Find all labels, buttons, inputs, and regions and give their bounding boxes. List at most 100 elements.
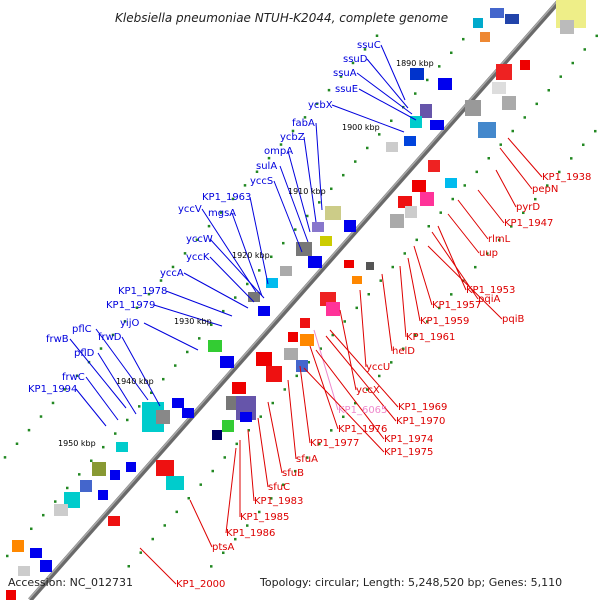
tick-dot	[319, 347, 322, 350]
gene-label-ssuA[interactable]: ssuA	[333, 68, 357, 79]
tick-dot	[162, 377, 165, 381]
gene-label-KP1_1985[interactable]: KP1_1985	[240, 512, 289, 523]
tick-dots	[3, 34, 598, 568]
gene-label-ycbZ[interactable]: ycbZ	[280, 132, 305, 143]
gene-label-sulA[interactable]: sulA	[256, 161, 277, 172]
gene-label-KP1_1977[interactable]: KP1_1977	[310, 438, 359, 449]
gene-label-KP1_1969[interactable]: KP1_1969	[398, 402, 447, 413]
gene-label-KP1_1976[interactable]: KP1_1976	[338, 424, 387, 435]
tick-dot	[415, 238, 418, 242]
gene-label-ptsA[interactable]: ptsA	[212, 542, 234, 553]
gene-feature-glyph	[492, 82, 506, 94]
gene-label-KP1_1938[interactable]: KP1_1938	[542, 172, 591, 183]
gene-feature-glyph	[12, 540, 24, 552]
gene-label-rlmL[interactable]: rlmL	[488, 234, 511, 245]
gene-label-pepN[interactable]: pepN	[532, 184, 558, 195]
tick-dot	[403, 252, 406, 255]
gene-label-KP1_1974[interactable]: KP1_1974	[384, 434, 433, 445]
gene-label-KP1_1961[interactable]: KP1_1961	[406, 332, 455, 343]
tick-dot	[223, 456, 226, 459]
gene-label-KP1_1963[interactable]: KP1_1963	[202, 192, 251, 203]
gene-label-mgsA[interactable]: mgsA	[208, 208, 236, 219]
gene-label-yccX[interactable]: yccX	[356, 385, 380, 396]
gene-label-frwC[interactable]: frwC	[62, 372, 85, 383]
gene-label-yccA[interactable]: yccA	[160, 268, 184, 279]
gene-feature-glyph	[266, 278, 278, 288]
gene-label-ssuC[interactable]: ssuC	[357, 40, 381, 51]
tick-dot	[594, 129, 597, 133]
gene-label-KP1_1970[interactable]: KP1_1970	[396, 416, 445, 427]
gene-label-KP1_1975[interactable]: KP1_1975	[384, 447, 433, 458]
tick-dot	[510, 225, 513, 228]
gene-label-ssuD[interactable]: ssuD	[343, 54, 368, 65]
gene-label-uup[interactable]: uup	[479, 248, 498, 259]
tick-dot	[390, 361, 393, 364]
gene-feature-glyph	[478, 122, 496, 138]
tick-dot	[474, 265, 477, 269]
gene-label-KP1_1994[interactable]: KP1_1994	[28, 384, 77, 395]
gene-label-pflD[interactable]: pflD	[74, 348, 95, 359]
tick-dot	[90, 459, 93, 463]
gene-label-helD[interactable]: helD	[392, 346, 415, 357]
gene-label-KP1_1986[interactable]: KP1_1986	[226, 528, 275, 539]
gene-feature-glyph	[398, 196, 412, 208]
tick-dot	[499, 143, 502, 146]
tick-dot	[3, 456, 7, 459]
gene-label-KP1_1947[interactable]: KP1_1947	[504, 218, 553, 229]
gene-label-fabA[interactable]: fabA	[292, 118, 315, 129]
gene-label-yccV[interactable]: yccV	[178, 204, 202, 215]
gene-label-pyrD[interactable]: pyrD	[516, 202, 540, 213]
leader-line-yccW	[209, 238, 265, 299]
tick-dot	[282, 483, 285, 487]
position-tick-labels: 1890 kbp 1900 kbp 1910 kbp 1920 kbp 1930 kbp…	[58, 59, 434, 448]
gene-label-sfuA[interactable]: sfuA	[296, 454, 318, 465]
gene-label-KP1_1978[interactable]: KP1_1978	[118, 286, 167, 297]
gene-label-ycbX[interactable]: ycbX	[308, 100, 333, 111]
gene-feature-glyph	[110, 470, 120, 480]
tick-dot	[258, 510, 261, 514]
tick-dot	[303, 116, 307, 119]
leader-line-uup	[447, 213, 480, 254]
gene-label-frwB[interactable]: frwB	[46, 334, 69, 345]
gene-label-yccW[interactable]: yccW	[186, 234, 213, 245]
tick-label: 1930 kbp	[174, 317, 212, 326]
gene-label-ompA[interactable]: ompA	[264, 146, 293, 157]
gene-feature-glyph	[212, 430, 222, 440]
gene-label-sfuC[interactable]: sfuC	[268, 482, 290, 493]
leader-line-KP1_1978	[165, 290, 233, 317]
gene-feature-glyph	[182, 408, 194, 418]
gene-label-ssuE[interactable]: ssuE	[335, 84, 358, 95]
gene-label-KP1_1959[interactable]: KP1_1959	[420, 316, 469, 327]
leader-line-yccV	[201, 208, 257, 293]
gene-label-yccU[interactable]: yccU	[366, 362, 390, 373]
gene-feature-glyph	[366, 262, 374, 270]
gene-label-sfuB[interactable]: sfuB	[282, 468, 304, 479]
leader-line-KP1_1994	[75, 388, 107, 427]
tick-dot	[259, 415, 262, 418]
leader-line-KP1_1969	[329, 329, 399, 408]
tick-label: 1890 kbp	[396, 59, 434, 68]
tick-dot	[343, 320, 346, 323]
leader-line-KP1_1976	[309, 345, 339, 430]
gene-label-pqiB[interactable]: pqiB	[502, 314, 524, 325]
tick-dot	[523, 116, 526, 119]
gene-label-yccK[interactable]: yccK	[186, 252, 210, 263]
gene-label-frwD[interactable]: frwD	[98, 332, 122, 343]
gene-label-KP1_1957[interactable]: KP1_1957	[432, 300, 481, 311]
gene-feature-glyph	[480, 32, 490, 42]
tick-dot	[222, 309, 225, 313]
gene-label-pflC[interactable]: pflC	[72, 324, 92, 335]
tick-dot	[354, 401, 357, 405]
gene-label-yijO[interactable]: yijO	[120, 318, 139, 329]
gene-label-pqiA[interactable]: pqiA	[478, 294, 500, 305]
gene-feature-glyph	[404, 136, 416, 146]
gene-label-KP1_1953[interactable]: KP1_1953	[466, 285, 515, 296]
leader-line-frwC	[85, 376, 119, 421]
gene-label-KP1_1983[interactable]: KP1_1983	[254, 496, 303, 507]
gene-label-KP1_2000[interactable]: KP1_2000	[176, 579, 225, 590]
tick-dot	[151, 537, 154, 541]
gene-label-KP1_1979[interactable]: KP1_1979	[106, 300, 155, 311]
gene-label-KP1_6065[interactable]: KP1_6065	[338, 405, 387, 416]
gene-label-yccS[interactable]: yccS	[250, 176, 273, 187]
gene-feature-glyph	[465, 100, 481, 116]
